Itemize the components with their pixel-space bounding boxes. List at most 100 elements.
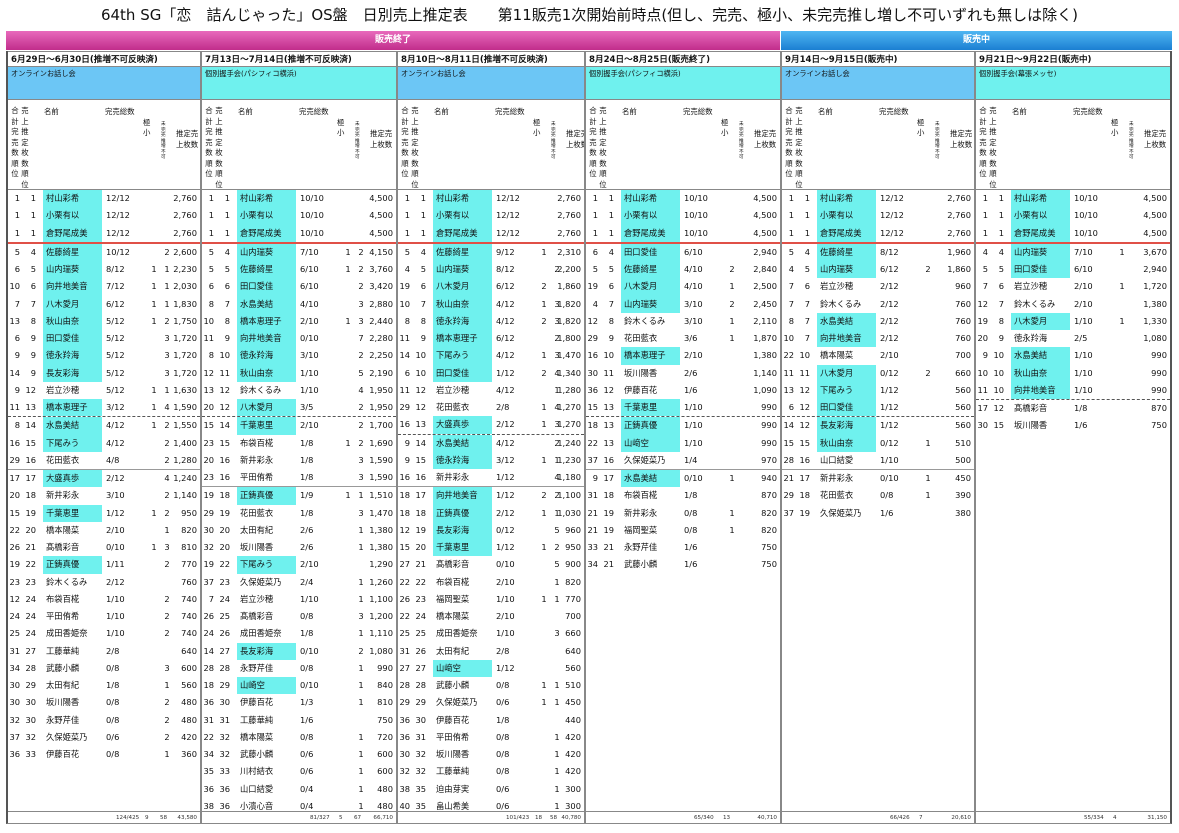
member-name: 向井地美音	[433, 487, 492, 505]
sold-out-count: 12/12	[880, 210, 904, 221]
member-row: 21 19 新井彩永 0/8 1 820	[586, 505, 780, 522]
footer-small: 18	[535, 815, 543, 821]
member-row: 21 17 新井彩永 0/10 1 450	[782, 470, 974, 487]
member-row: 32 30 永野芹佳 0/8 2 480	[8, 712, 200, 729]
member-name: 工藤華純	[240, 714, 274, 725]
sales-ended-banner: 販売終了	[6, 31, 780, 50]
sales-rank: 1	[998, 210, 1004, 221]
sold-out-count: 0/6	[300, 766, 314, 777]
sold-out-count: 6/12	[880, 264, 899, 274]
estimated-sales: 300	[565, 800, 581, 811]
sold-out-count: 1/3	[300, 697, 314, 708]
unsold-count: 1	[358, 697, 364, 708]
total-rank: 17	[9, 473, 20, 483]
total-rank: 11	[9, 402, 20, 412]
member-name: 下尾みう	[817, 381, 876, 399]
member-name: 秋山由奈	[43, 312, 102, 330]
sales-rank: 8	[420, 315, 426, 326]
event-type: 個別握手会(パシフィコ横浜)	[586, 67, 780, 99]
sales-rank: 1	[30, 227, 36, 238]
sold-out-count: 5/12	[106, 367, 125, 378]
total-rank: 31	[399, 645, 410, 656]
estimated-sales: 1,280	[557, 384, 581, 395]
unsold-count: 5	[554, 524, 560, 535]
sold-out-count: 12/12	[106, 193, 130, 203]
member-row: 24 26 成田香姫奈 1/8 1 1,110	[202, 625, 396, 642]
small-count: 2	[729, 264, 735, 274]
total-rank: 1	[404, 210, 410, 221]
sales-rank: 15	[993, 420, 1004, 431]
unsold-count: 4	[554, 472, 560, 482]
header-unsold: 未完売推増不可	[1129, 122, 1134, 160]
sales-rank: 7	[998, 298, 1004, 309]
estimated-sales: 1,470	[557, 350, 581, 361]
sold-out-count: 1/4	[684, 454, 698, 465]
total-rank: 22	[203, 731, 214, 742]
member-row: 20 16 新井彩永 1/8 3 1,590	[202, 452, 396, 469]
member-row: 36 33 伊藤百花 0/8 1 360	[8, 746, 200, 763]
member-row: 1 1 倉野尾成美 12/12 2,760	[398, 224, 584, 242]
sold-out-count: 1/10	[496, 628, 515, 639]
sold-out-count: 12/12	[496, 210, 520, 221]
unsold-count: 2	[164, 454, 170, 465]
sold-out-count: 1/8	[300, 437, 314, 448]
estimated-sales: 750	[761, 542, 777, 552]
estimated-sales: 1,820	[557, 298, 581, 309]
red-separator	[398, 241, 584, 244]
member-name: 長友彩海	[433, 521, 492, 539]
total-rank: 6	[14, 333, 20, 343]
estimated-sales: 1,030	[557, 507, 581, 518]
estimated-sales: 4,500	[369, 193, 393, 203]
member-row: 11 10 向井地美音 1/10 990	[976, 381, 1170, 399]
total-rank: 7	[788, 298, 794, 309]
member-row: 22 24 橋本陽菜 2/10 700	[398, 608, 584, 625]
estimated-sales: 560	[955, 384, 971, 395]
sold-out-count: 1/10	[684, 437, 703, 448]
estimated-sales: 1,240	[557, 437, 581, 448]
estimated-sales: 380	[955, 507, 971, 518]
sold-out-count: 0/8	[300, 662, 314, 673]
small-count: 2	[541, 281, 547, 292]
estimated-sales: 4,500	[753, 227, 777, 238]
total-rank: 10	[9, 281, 20, 292]
sales-rank: 17	[603, 473, 614, 483]
sold-out-count: 2/10	[880, 350, 899, 361]
sold-out-count: 12/12	[880, 227, 904, 238]
estimated-sales: 990	[761, 402, 777, 412]
header-name: 名前	[622, 107, 637, 116]
total-rank: 6	[592, 246, 598, 257]
sold-out-count: 3/6	[684, 333, 698, 343]
member-name: 久保姫菜乃	[820, 507, 862, 518]
sales-rank: 16	[603, 454, 614, 465]
page-title: 64th SG「恋 詰んじゃった」OS盤 日別売上推定表 第11販売1次開始前時…	[100, 6, 1079, 24]
sold-out-count: 2/10	[496, 611, 515, 621]
member-rows: 1 1 村山彩希 10/10 4,500 1 1 小栗有以 10/10 4,500 1 1 倉野尾成美 1…	[976, 190, 1170, 435]
unsold-count: 1	[358, 800, 364, 811]
sold-out-count: 12/12	[106, 210, 130, 221]
member-row: 16 16 新井彩永 1/12 4 1,180	[398, 469, 584, 486]
member-name: 徳永羚海	[1014, 333, 1048, 343]
estimated-sales: 1,510	[369, 490, 393, 501]
member-name: 村山彩希	[433, 190, 492, 208]
unsold-count: 2	[554, 542, 560, 552]
member-row: 31 18 布袋百椛 1/8 870	[586, 487, 780, 504]
member-name: 布袋百椛	[46, 593, 80, 604]
member-row: 8 7 水島美結 2/12 760	[782, 312, 974, 330]
sales-rank: 20	[415, 542, 426, 552]
estimated-sales: 870	[761, 490, 777, 501]
member-row: 17 12 髙橋彩音 1/8 870	[976, 400, 1170, 417]
sales-rank: 15	[799, 437, 810, 448]
sold-out-count: 2/4	[300, 576, 314, 587]
small-count: 1	[541, 419, 547, 430]
small-count: 1	[541, 246, 547, 257]
member-row: 19 18 正鋳真優 1/9 1 1 1,510	[202, 487, 396, 505]
sold-out-count: 0/8	[106, 697, 120, 708]
total-rank: 9	[14, 384, 20, 395]
unsold-count: 1	[554, 384, 560, 395]
unsold-count: 1	[554, 749, 560, 759]
member-name: 坂川陽香	[1014, 420, 1048, 431]
small-count: 1	[345, 437, 351, 448]
total-rank: 1	[208, 193, 214, 203]
unsold-count: 2	[164, 437, 170, 448]
sales-rank: 12	[993, 403, 1004, 413]
